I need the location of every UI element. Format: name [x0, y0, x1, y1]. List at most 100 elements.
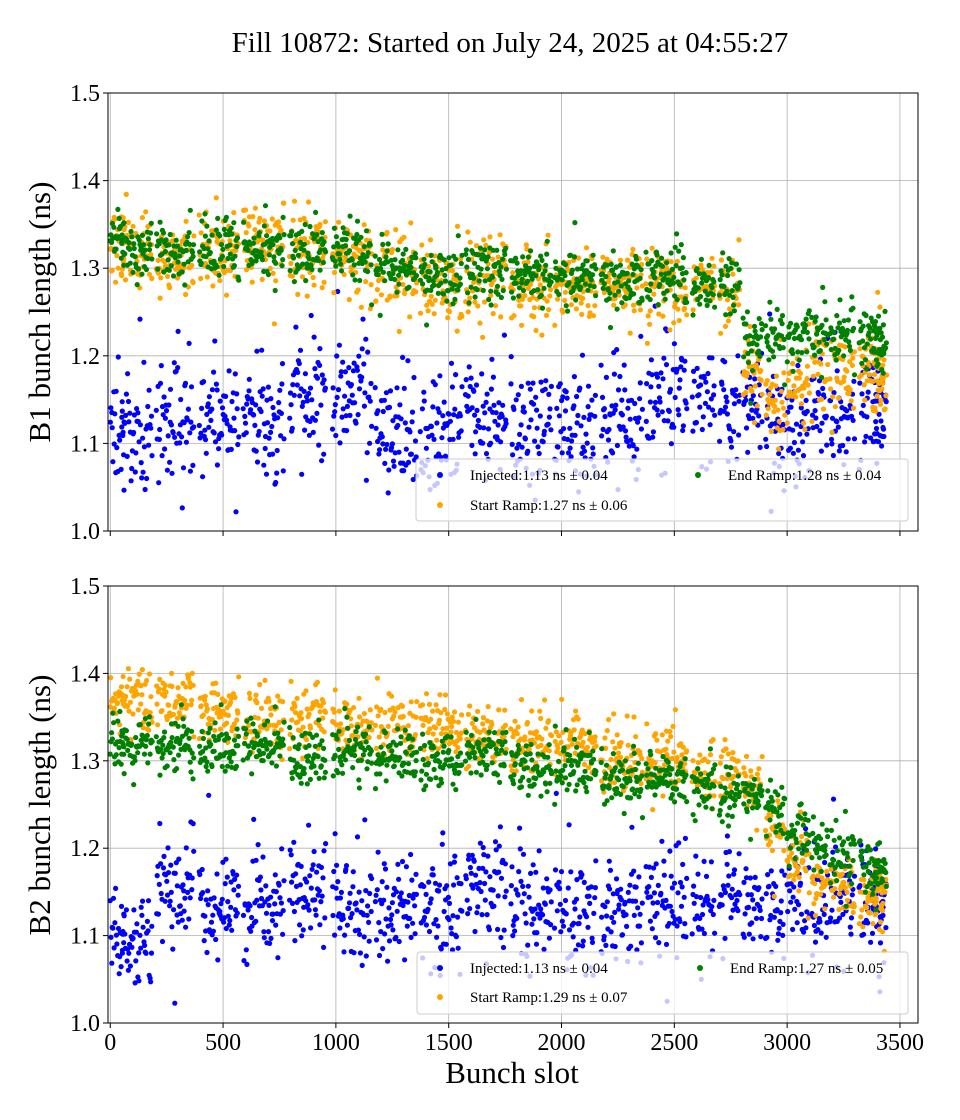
b1-point-start-ramp	[361, 222, 367, 228]
b1-point-end-ramp	[706, 262, 712, 268]
b1-point-end-ramp	[769, 348, 776, 354]
b2-point-injected	[381, 861, 387, 867]
b2-point-start-ramp	[247, 695, 253, 702]
b1-point-end-ramp	[139, 232, 145, 238]
b1-point-injected	[223, 393, 229, 399]
b1-point-end-ramp	[833, 357, 839, 363]
b1-point-end-ramp	[723, 263, 729, 269]
b2-point-injected	[272, 901, 278, 907]
b1-point-injected	[162, 415, 168, 421]
b2-point-injected	[497, 824, 503, 830]
b2-point-injected	[778, 898, 784, 904]
b1-point-injected	[301, 388, 307, 394]
b1-point-injected	[297, 393, 303, 399]
b1-point-injected	[684, 406, 690, 412]
b1-point-injected	[654, 407, 660, 413]
b1-point-injected	[643, 418, 649, 424]
b1-point-injected	[136, 439, 142, 445]
b1-point-start-ramp	[796, 375, 802, 381]
b2-point-injected	[354, 907, 360, 913]
b1-point-start-ramp	[393, 227, 399, 233]
b1-point-injected	[787, 445, 794, 451]
b1-point-start-ramp	[191, 233, 197, 239]
b2-point-injected	[618, 897, 624, 903]
b2-point-injected	[293, 871, 299, 877]
b2-point-injected	[508, 901, 514, 907]
b1-point-end-ramp	[821, 337, 827, 343]
b1-point-injected	[471, 388, 477, 394]
b1-point-injected	[355, 412, 361, 418]
b1-point-start-ramp	[850, 355, 856, 361]
b1-point-injected	[307, 385, 314, 391]
b2-point-injected	[221, 919, 227, 925]
b2-point-injected	[305, 902, 311, 908]
b1-point-end-ramp	[873, 357, 880, 363]
b1-point-end-ramp	[674, 231, 680, 237]
b1-point-injected	[630, 443, 636, 449]
b1-point-injected	[270, 451, 276, 457]
b1-point-injected	[339, 414, 345, 420]
b2-point-injected	[764, 934, 770, 941]
b2-point-start-ramp	[599, 778, 605, 784]
b1-point-injected	[554, 405, 560, 411]
b2-point-injected	[712, 930, 718, 936]
b1-point-start-ramp	[432, 297, 438, 303]
b1-point-end-ramp	[612, 292, 618, 298]
b1-point-start-ramp	[634, 285, 640, 291]
b1-point-end-ramp	[601, 281, 607, 287]
b1-point-injected	[656, 395, 663, 401]
b1-point-end-ramp	[787, 331, 793, 337]
b1-point-injected	[800, 439, 806, 445]
b2-point-injected	[467, 906, 473, 912]
b2-point-injected	[653, 861, 659, 867]
b1-point-end-ramp	[187, 207, 193, 213]
b1-point-injected	[386, 404, 393, 410]
b1-point-end-ramp	[652, 275, 658, 281]
b1-point-injected	[491, 402, 497, 408]
b2-point-injected	[551, 925, 558, 931]
b2-point-injected	[335, 879, 341, 885]
b2-point-start-ramp	[442, 692, 449, 698]
b2-point-start-ramp	[114, 700, 121, 706]
b1-point-end-ramp	[591, 262, 598, 268]
b1-point-end-ramp	[323, 249, 329, 255]
b1-point-end-ramp	[127, 246, 133, 252]
b1-point-end-ramp	[316, 257, 322, 264]
b2-point-injected	[775, 937, 781, 943]
b2-point-injected	[318, 864, 324, 871]
b2-point-injected	[787, 888, 793, 894]
b1-point-start-ramp	[644, 256, 650, 262]
b2-point-injected	[311, 848, 317, 855]
b1-point-injected	[123, 391, 129, 397]
b1-point-start-ramp	[244, 267, 250, 273]
b2-point-start-ramp	[275, 693, 281, 699]
b1-point-end-ramp	[291, 279, 297, 285]
b1-point-injected	[834, 419, 840, 425]
b2-point-injected	[171, 907, 177, 913]
b1-point-injected	[182, 380, 189, 386]
b1-point-end-ramp	[261, 223, 267, 229]
b1-point-end-ramp	[413, 273, 420, 279]
b1-point-injected	[548, 427, 554, 433]
b1-point-end-ramp	[499, 276, 505, 282]
b2-point-start-ramp	[298, 710, 304, 716]
b1-point-injected	[213, 381, 219, 387]
b1-point-injected	[338, 373, 344, 379]
b1-point-injected	[498, 439, 504, 445]
b2-point-start-ramp	[217, 726, 223, 732]
b2-point-injected	[633, 884, 639, 890]
b1-point-end-ramp	[281, 232, 287, 238]
b2-point-injected	[369, 875, 375, 882]
b2-point-injected	[667, 903, 674, 909]
b1-point-start-ramp	[771, 409, 777, 415]
b1-point-injected	[180, 465, 187, 471]
b1-point-end-ramp	[527, 265, 533, 271]
b1-point-start-ramp	[481, 299, 488, 305]
b1-point-injected	[212, 338, 218, 344]
b2-point-injected	[413, 871, 419, 878]
b2-point-injected	[174, 883, 180, 889]
b1-point-injected	[321, 377, 327, 383]
b1-point-end-ramp	[723, 312, 729, 318]
b2-point-injected	[568, 869, 574, 875]
b2-point-injected	[498, 875, 505, 881]
